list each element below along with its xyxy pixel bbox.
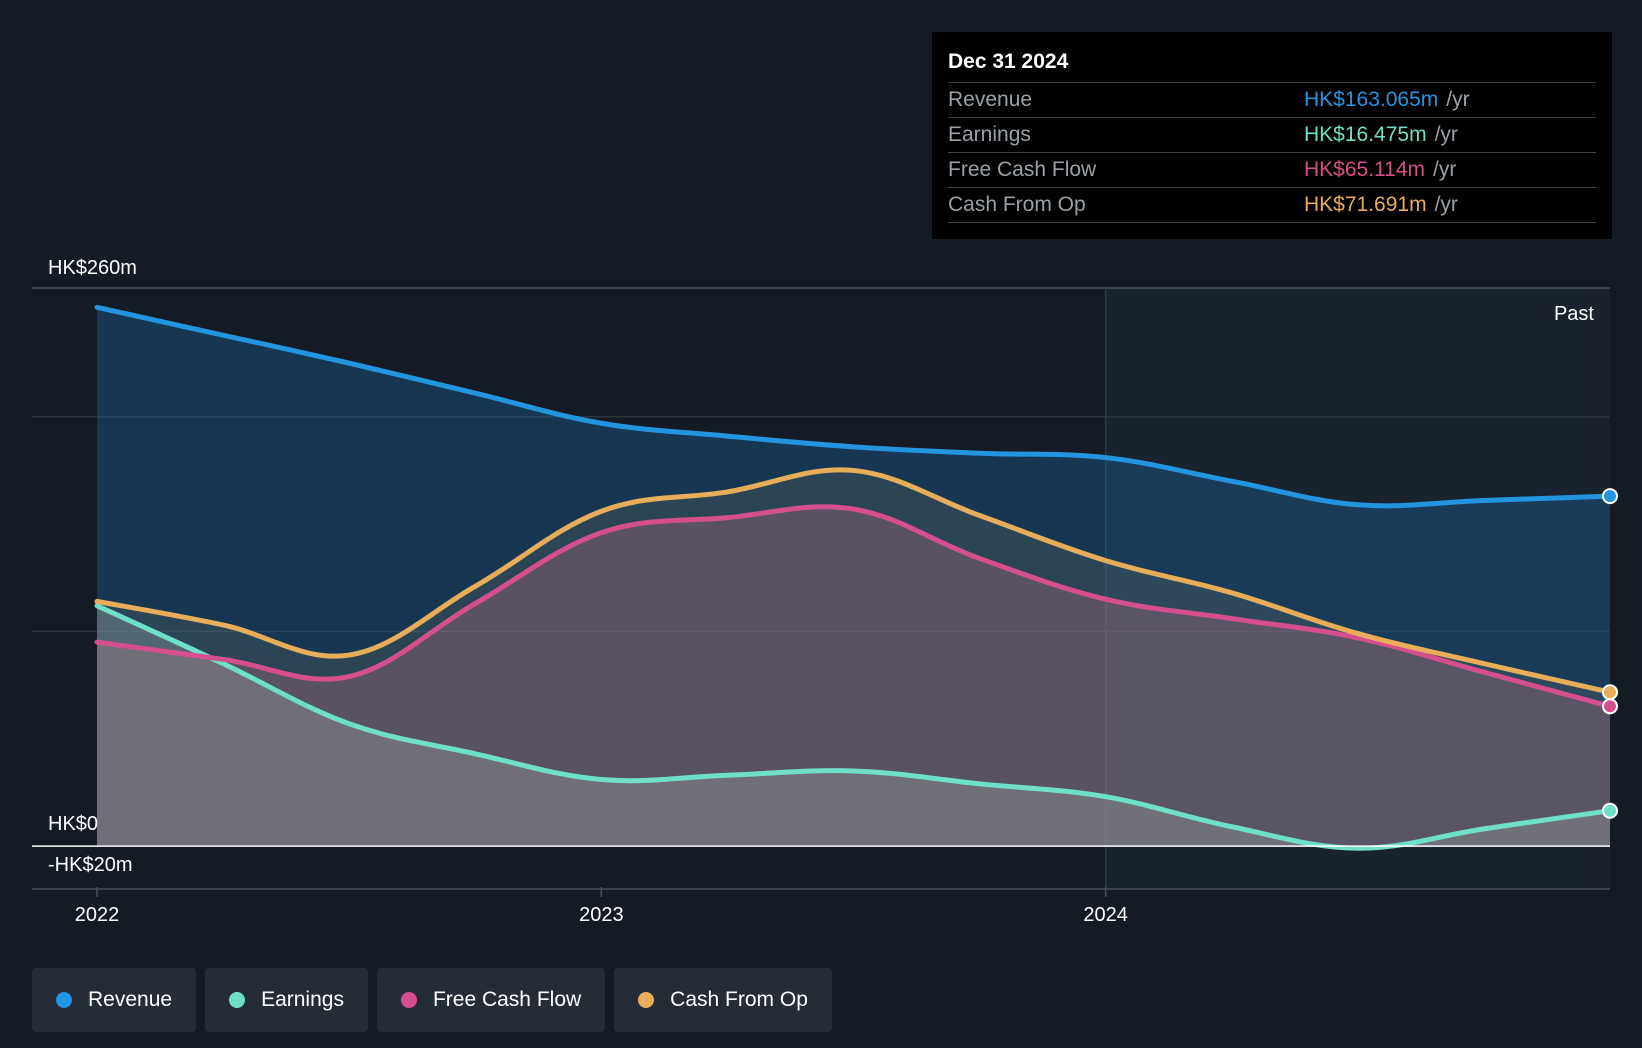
cash-from-op-line (94, 467, 1613, 695)
cash-from-op-dot-icon (638, 992, 655, 1008)
legend-label: Revenue (88, 988, 173, 1011)
earnings-dot-icon (229, 992, 246, 1008)
tooltip-value: HK$71.691m (1304, 193, 1427, 216)
legend-item-revenue[interactable]: Revenue (32, 968, 197, 1032)
tooltip-value: HK$65.114m (1304, 158, 1426, 181)
legend-label: Earnings (261, 988, 344, 1011)
tooltip-unit: /yr (1446, 88, 1470, 111)
free-cash-flow-end-point[interactable] (1602, 698, 1618, 715)
tooltip-row-earnings: Earnings HK$16.475m /yr (948, 118, 1596, 153)
tooltip-label: Free Cash Flow (948, 158, 1097, 181)
y-tick-label-zero: HK$0 (48, 813, 98, 835)
x-tick-label-2024: 2024 (1083, 904, 1128, 926)
tooltip: Dec 31 2024 Revenue HK$163.065m /yr Earn… (932, 32, 1612, 239)
tooltip-value: HK$16.475m (1304, 123, 1427, 146)
tooltip-label: Earnings (948, 123, 1031, 146)
tooltip-label: Cash From Op (948, 193, 1086, 216)
past-label: Past (1554, 303, 1594, 325)
revenue-end-point[interactable] (1602, 488, 1618, 505)
legend: Revenue Earnings Free Cash Flow Cash Fro… (32, 968, 841, 1032)
tooltip-row-free-cash-flow: Free Cash Flow HK$65.114m /yr (948, 153, 1596, 188)
tooltip-date: Dec 31 2024 (948, 46, 1596, 83)
tooltip-unit: /yr (1434, 193, 1458, 216)
legend-item-cash-from-op[interactable]: Cash From Op (614, 968, 832, 1032)
free-cash-flow-line (94, 504, 1613, 709)
revenue-line (94, 304, 1613, 509)
revenue-dot-icon (56, 992, 72, 1008)
earnings-line (94, 603, 1613, 851)
cash-from-op-end-point[interactable] (1602, 684, 1618, 701)
free-cash-flow-dot-icon (400, 992, 417, 1008)
tooltip-row-cash-from-op: Cash From Op HK$71.691m /yr (948, 188, 1596, 223)
legend-label: Free Cash Flow (432, 988, 582, 1011)
tooltip-unit: /yr (1434, 123, 1458, 146)
legend-item-earnings[interactable]: Earnings (205, 968, 368, 1032)
free-cash-flow-area (97, 506, 1610, 847)
tooltip-value: HK$163.065m (1304, 88, 1439, 111)
tooltip-unit: /yr (1433, 158, 1457, 181)
tooltip-label: Revenue (948, 88, 1033, 111)
earnings-area (97, 605, 1610, 849)
earnings-end-point[interactable] (1602, 802, 1618, 819)
y-tick-label-top: HK$260m (48, 257, 137, 279)
legend-item-free-cash-flow[interactable]: Free Cash Flow (376, 968, 606, 1032)
past-region (1105, 288, 1610, 889)
revenue-area (97, 307, 1610, 847)
tooltip-row-revenue: Revenue HK$163.065m /yr (948, 83, 1596, 118)
x-tick-label-2022: 2022 (75, 904, 120, 926)
x-tick-label-2023: 2023 (579, 904, 624, 926)
y-tick-label-bottom: -HK$20m (48, 854, 132, 876)
legend-label: Cash From Op (670, 988, 808, 1011)
